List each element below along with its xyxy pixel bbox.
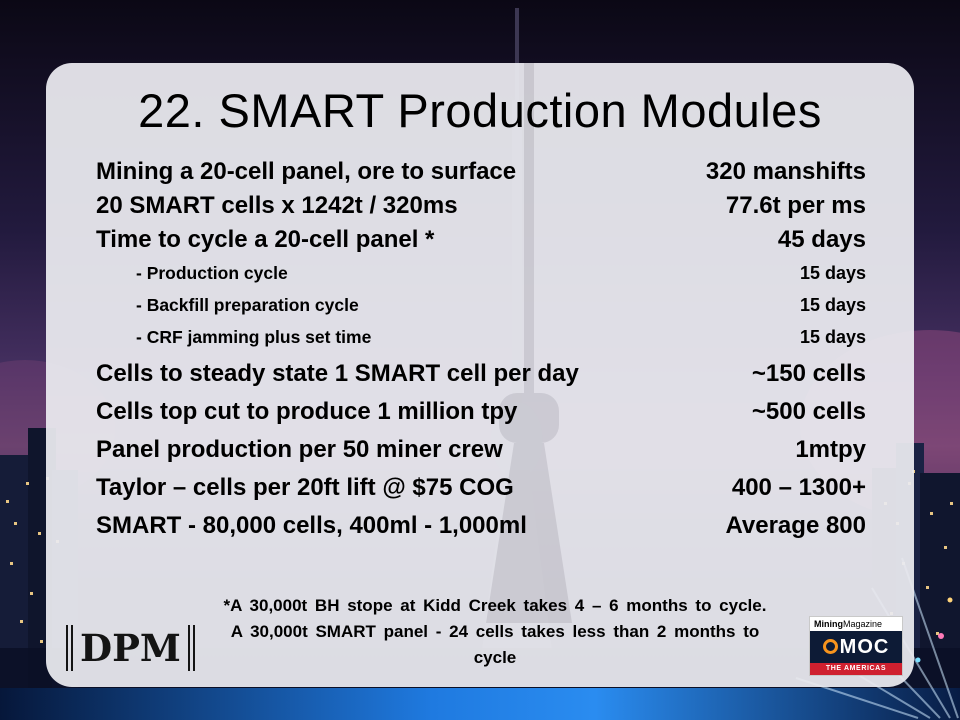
spec-table: Mining a 20-cell panel, ore to surface 3… <box>96 155 866 543</box>
moc-logo: MiningMagazine MOC THE AMERICAS <box>810 617 902 675</box>
spec-row: Panel production per 50 miner crew 1mtpy <box>96 433 866 467</box>
footnote-line-1: *A 30,000t BH stope at Kidd Creek takes … <box>223 596 767 615</box>
spec-value: 15 days <box>799 263 866 284</box>
spec-subrow: - Backfill preparation cycle 15 days <box>96 289 866 321</box>
footnote-line-2: A 30,000t SMART panel - 24 cells takes l… <box>230 622 760 667</box>
mining-magazine-label: MiningMagazine <box>814 619 883 629</box>
spec-label: Mining a 20-cell panel, ore to surface <box>96 158 517 186</box>
spec-value: 15 days <box>799 327 866 348</box>
spec-value: 320 manshifts <box>705 158 866 186</box>
spec-label: Taylor – cells per 20ft lift @ $75 COG <box>96 474 514 502</box>
spec-value: 1mtpy <box>795 436 866 464</box>
spec-row: SMART - 80,000 cells, 400ml - 1,000ml Av… <box>96 509 866 543</box>
spec-value: ~150 cells <box>751 360 866 388</box>
spec-row: Cells to steady state 1 SMART cell per d… <box>96 357 866 391</box>
spec-value: 400 – 1300+ <box>731 474 866 502</box>
dpm-logo: DPM <box>66 625 195 671</box>
spec-row: 20 SMART cells x 1242t / 320ms 77.6t per… <box>96 189 866 223</box>
spec-row: Mining a 20-cell panel, ore to surface 3… <box>96 155 866 189</box>
spec-value: Average 800 <box>725 512 866 540</box>
sparkle-dots <box>915 597 953 663</box>
spec-value: 45 days <box>777 226 866 254</box>
spec-label: - Production cycle <box>136 263 288 284</box>
spec-value: 77.6t per ms <box>725 192 866 220</box>
spec-label: Cells top cut to produce 1 million tpy <box>96 398 518 426</box>
spec-subrow: - Production cycle 15 days <box>96 257 866 289</box>
footnote: *A 30,000t BH stope at Kidd Creek takes … <box>211 593 779 671</box>
spec-subrow: - CRF jamming plus set time 15 days <box>96 321 866 353</box>
spec-label: - CRF jamming plus set time <box>136 327 372 348</box>
spec-label: Panel production per 50 miner crew <box>96 436 503 464</box>
slide-panel: 22. SMART Production Modules Mining a 20… <box>46 63 914 687</box>
moc-wordmark: MOC <box>810 631 902 663</box>
spec-label: 20 SMART cells x 1242t / 320ms <box>96 192 458 220</box>
spec-label: Time to cycle a 20-cell panel * <box>96 226 435 254</box>
spec-value: ~500 cells <box>751 398 866 426</box>
spec-value: 15 days <box>799 295 866 316</box>
moc-tagline: THE AMERICAS <box>810 663 902 675</box>
spec-label: Cells to steady state 1 SMART cell per d… <box>96 360 579 388</box>
moc-ring-icon <box>822 639 838 654</box>
spec-label: SMART - 80,000 cells, 400ml - 1,000ml <box>96 512 527 540</box>
page-title: 22. SMART Production Modules <box>138 84 822 137</box>
spec-row: Cells top cut to produce 1 million tpy ~… <box>96 395 866 429</box>
spec-row: Taylor – cells per 20ft lift @ $75 COG 4… <box>96 471 866 505</box>
spec-label: - Backfill preparation cycle <box>136 295 359 316</box>
bottom-blue-bar <box>0 688 960 720</box>
spec-row: Time to cycle a 20-cell panel * 45 days <box>96 223 866 257</box>
